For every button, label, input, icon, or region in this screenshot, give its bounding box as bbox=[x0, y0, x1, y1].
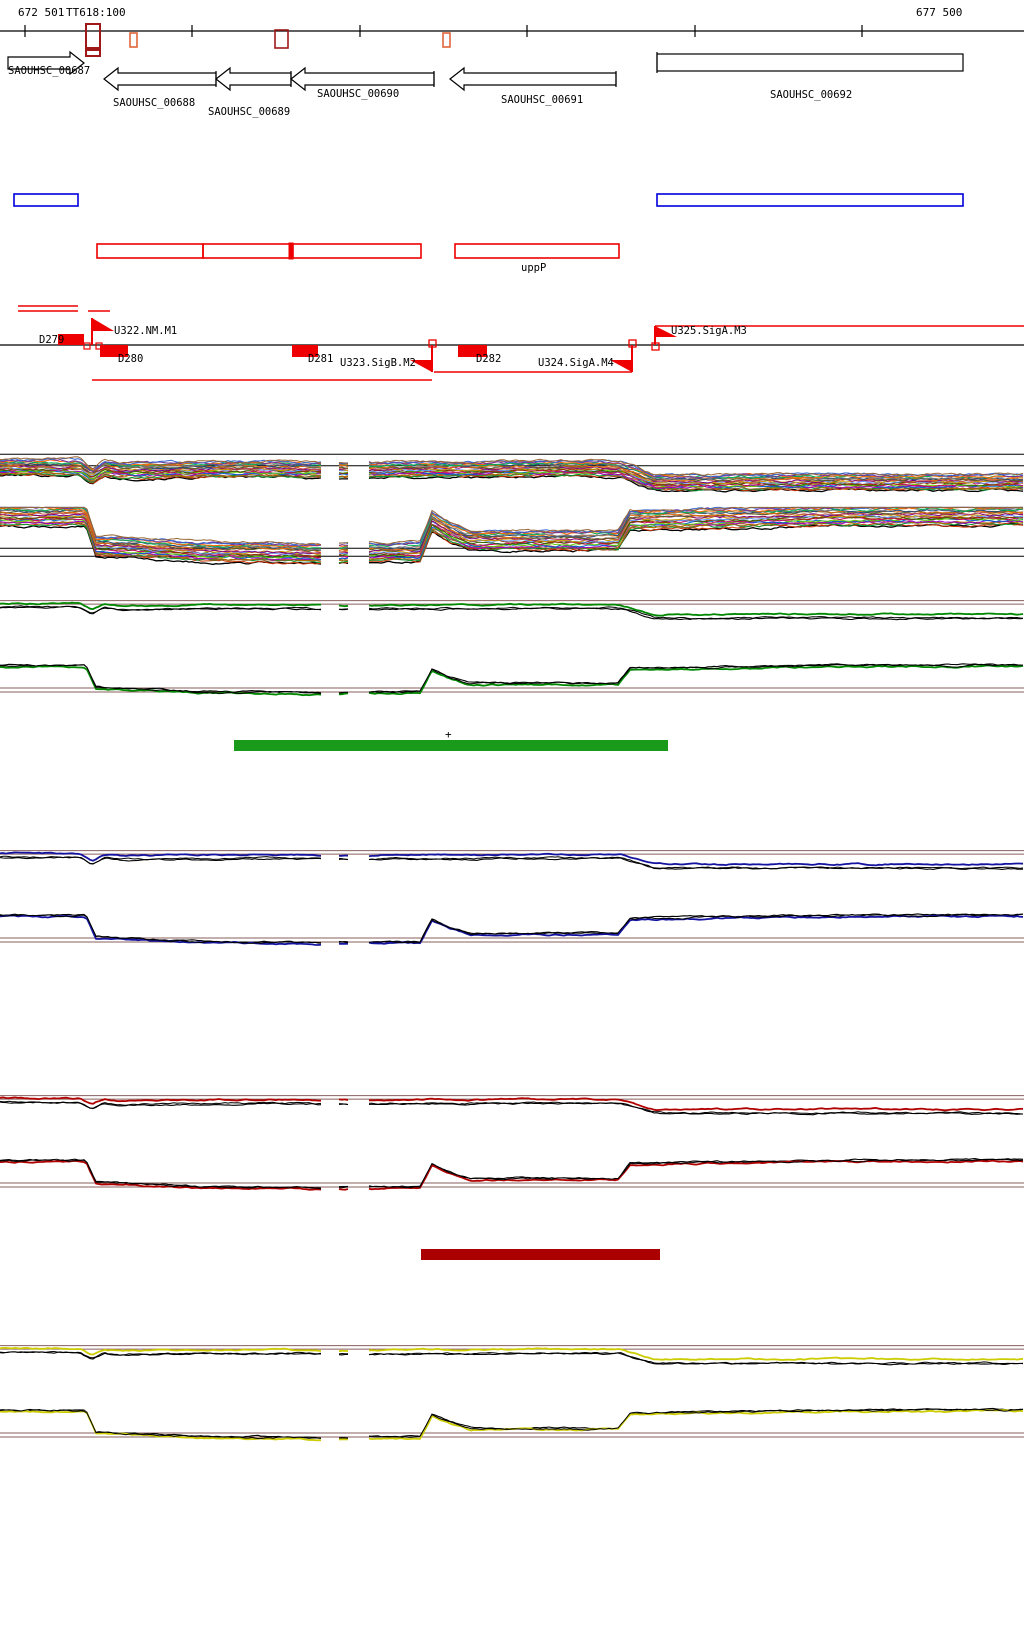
promoter-U322-NM-M1[interactable]: U322.NM.M1 bbox=[91, 318, 177, 350]
expression-trace bbox=[0, 601, 1024, 617]
promoter-terminator-track[interactable]: D279 U322.NM.M1 D280 D281 bbox=[0, 300, 1024, 395]
gene-SAOUHSC_00689[interactable]: SAOUHSC_00689 bbox=[208, 66, 292, 118]
feature-span-lines bbox=[18, 305, 1024, 381]
gene-SAOUHSC_00690[interactable]: SAOUHSC_00690 bbox=[290, 66, 435, 100]
expression-trace bbox=[0, 664, 1024, 697]
green-segment-rect[interactable] bbox=[234, 740, 668, 751]
terminator-label: D281 bbox=[308, 353, 333, 365]
ruler-scale-label: TT618:100 bbox=[66, 6, 126, 19]
red-feature-box[interactable] bbox=[96, 243, 204, 259]
terminator-D282[interactable]: D282 bbox=[458, 345, 501, 365]
promoter-U323-SigB-M2[interactable]: U323.SigB.M2 bbox=[340, 339, 437, 372]
expression-trace bbox=[0, 855, 1024, 870]
terminator-D280[interactable]: D280 bbox=[100, 345, 143, 365]
promoter-label: U323.SigB.M2 bbox=[340, 357, 416, 369]
red-transcript-segment[interactable] bbox=[0, 1235, 1024, 1265]
expression-trace bbox=[0, 1408, 1024, 1440]
expression-blue-track[interactable] bbox=[0, 830, 1024, 970]
promoter-label: U324.SigA.M4 bbox=[538, 357, 614, 369]
expression-trace bbox=[0, 1159, 1024, 1191]
red-segment-rect[interactable] bbox=[421, 1249, 660, 1260]
terminator-label: D280 bbox=[118, 353, 143, 365]
blue-feature-track[interactable] bbox=[0, 190, 1024, 218]
expression-trace bbox=[0, 663, 1024, 695]
expression-trace bbox=[0, 1100, 1024, 1115]
red-feature-box[interactable] bbox=[202, 243, 292, 259]
promoter-label: U325.SigA.M3 bbox=[671, 325, 747, 337]
gene-label: SAOUHSC_00691 bbox=[501, 94, 583, 106]
blue-feature-box[interactable] bbox=[656, 193, 964, 207]
expression-trace bbox=[0, 663, 1024, 694]
expression-multi-track[interactable] bbox=[0, 432, 1024, 587]
terminator-label: D282 bbox=[476, 353, 501, 365]
ruler-right-coordinate: 677 500 bbox=[916, 6, 962, 19]
gene-track[interactable]: SAOUHSC_00687 SAOUHSC_00688 SAOUHSC_0068… bbox=[0, 47, 1024, 128]
terminator-D279[interactable]: D279 bbox=[39, 334, 91, 350]
expression-trace bbox=[0, 1096, 1024, 1112]
promoter-U325-SigA-M3[interactable]: U325.SigA.M3 bbox=[651, 325, 747, 351]
gene-SAOUHSC_00687[interactable]: SAOUHSC_00687 bbox=[7, 50, 90, 77]
gene-SAOUHSC_00688[interactable]: SAOUHSC_00688 bbox=[103, 66, 217, 109]
expression-trace bbox=[0, 913, 1024, 944]
gene-label: SAOUHSC_00687 bbox=[8, 65, 90, 77]
gene-SAOUHSC_00691[interactable]: SAOUHSC_00691 bbox=[449, 66, 617, 106]
ruler-track: 672 501 TT618:100 677 500 bbox=[0, 0, 1024, 51]
expression-trace bbox=[0, 456, 1024, 477]
promoter-U324-SigA-M4[interactable]: U324.SigA.M4 bbox=[538, 339, 637, 372]
ruler-left-coordinate: 672 501 bbox=[18, 6, 64, 19]
red-feature-label: uppP bbox=[521, 262, 546, 274]
expression-trace bbox=[0, 605, 1024, 621]
green-transcript-segment[interactable]: + bbox=[0, 726, 1024, 756]
gene-label: SAOUHSC_00692 bbox=[770, 89, 852, 101]
gene-label: SAOUHSC_00690 bbox=[317, 88, 399, 100]
expression-trace bbox=[0, 1158, 1024, 1190]
terminator-D281[interactable]: D281 bbox=[292, 345, 333, 365]
expression-yellow-track[interactable] bbox=[0, 1325, 1024, 1470]
expression-trace bbox=[0, 506, 1023, 546]
expression-trace bbox=[0, 914, 1024, 946]
expression-trace bbox=[0, 514, 1024, 556]
promoter-label: U322.NM.M1 bbox=[114, 325, 177, 337]
red-feature-track[interactable]: uppP bbox=[0, 240, 1024, 275]
gene-label: SAOUHSC_00688 bbox=[113, 97, 195, 109]
terminator-marks bbox=[85, 23, 451, 51]
blue-feature-box[interactable] bbox=[13, 193, 79, 207]
red-feature-box-uppP[interactable]: uppP bbox=[454, 243, 620, 274]
strand-plus-label: + bbox=[445, 728, 452, 741]
ruler-ticks bbox=[24, 25, 863, 37]
terminator-label: D279 bbox=[39, 334, 64, 346]
expression-trace bbox=[0, 1409, 1024, 1442]
gene-label: SAOUHSC_00689 bbox=[208, 106, 290, 118]
red-feature-box[interactable] bbox=[292, 243, 422, 259]
expression-trace bbox=[0, 1351, 1024, 1365]
gene-SAOUHSC_00692[interactable]: SAOUHSC_00692 bbox=[656, 52, 964, 101]
expression-green-track[interactable] bbox=[0, 580, 1024, 730]
expression-trace bbox=[0, 851, 1024, 867]
expression-trace bbox=[0, 605, 1024, 620]
expression-red-track[interactable] bbox=[0, 1075, 1024, 1215]
expression-trace bbox=[0, 1346, 1024, 1361]
